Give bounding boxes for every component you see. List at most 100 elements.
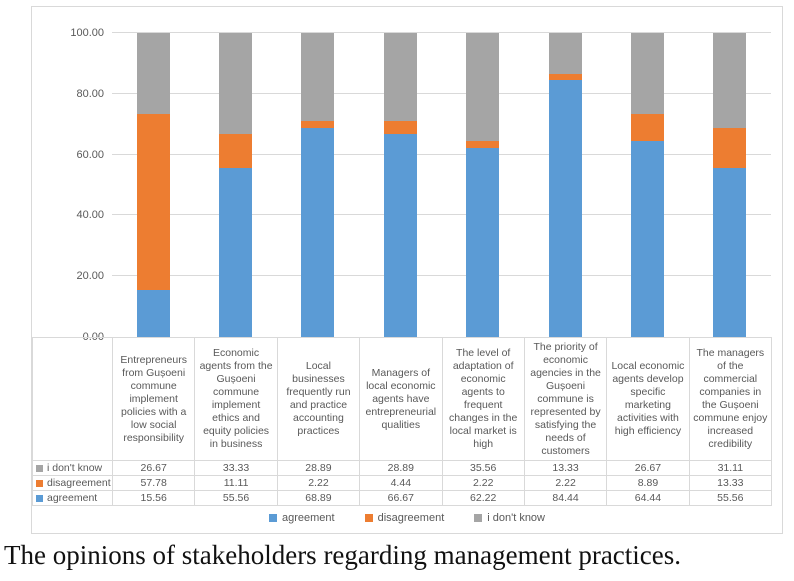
legend-item: agreement <box>269 512 335 524</box>
stacked-bar <box>383 33 417 337</box>
legend-label: agreement <box>282 512 335 524</box>
bar-column <box>277 33 359 337</box>
value-cell: 84.44 <box>523 490 608 506</box>
value-cell: 28.89 <box>276 460 361 476</box>
bar-segment-i-don-t-know <box>466 33 500 142</box>
legend-swatch <box>269 514 277 522</box>
bar-segment-i-don-t-know <box>548 33 582 74</box>
bar-segment-disagreement <box>383 120 417 135</box>
value-cell: 13.33 <box>688 475 773 491</box>
bar-segment-i-don-t-know <box>219 33 253 135</box>
value-cell: 2.22 <box>276 475 361 491</box>
value-cell: 57.78 <box>111 475 196 491</box>
value-cell: 13.33 <box>523 460 608 476</box>
value-cell: 62.22 <box>441 490 525 506</box>
category-header-cell: Economic agents from the Gușoeni commune… <box>194 337 278 461</box>
figure-caption: The opinions of stakeholders regarding m… <box>4 540 682 570</box>
bar-column <box>442 33 524 337</box>
bar-segment-i-don-t-know <box>383 33 417 121</box>
row-label: agreement <box>32 490 113 506</box>
y-axis: 100.00 80.00 60.00 40.00 20.00 0.00 <box>32 27 104 343</box>
legend: agreement disagreement i don't know <box>32 512 782 524</box>
row-key-swatch <box>36 479 43 487</box>
legend-label: i don't know <box>487 512 545 524</box>
stacked-bar <box>136 33 170 337</box>
bar-column <box>194 33 276 337</box>
bar-segment-agreement <box>136 289 170 337</box>
bar-segment-disagreement <box>713 127 747 169</box>
bar-segment-disagreement <box>219 134 253 169</box>
row-label: disagreement <box>32 475 113 491</box>
bar-segment-i-don-t-know <box>136 33 170 115</box>
chart-data-table: Entrepreneurs from Gușoeni commune imple… <box>32 337 773 506</box>
bar-segment-agreement <box>219 168 253 337</box>
gridline <box>112 32 771 33</box>
stacked-bar <box>219 33 253 337</box>
bar-segment-agreement <box>383 134 417 337</box>
bar-column <box>606 33 688 337</box>
value-cell: 26.67 <box>111 460 196 476</box>
row-key-swatch <box>36 494 43 502</box>
bar-column <box>359 33 441 337</box>
value-cell: 68.89 <box>276 490 361 506</box>
category-header-row: Entrepreneurs from Gușoeni commune imple… <box>32 337 773 461</box>
bar-segment-i-don-t-know <box>301 33 335 121</box>
bar-column <box>524 33 606 337</box>
value-cell: 11.11 <box>194 475 278 491</box>
gridline <box>112 153 771 155</box>
chart-panel: 100.00 80.00 60.00 40.00 20.00 0.00 Entrepren… <box>31 6 783 534</box>
value-cell: 8.89 <box>606 475 690 491</box>
category-header-cell: The level of adaptation of economic agen… <box>441 337 525 461</box>
legend-item: i don't know <box>474 512 545 524</box>
gridline <box>112 275 771 277</box>
category-header-cell: The priority of economic agencies in the… <box>523 337 608 461</box>
bar-segment-agreement <box>548 80 582 337</box>
bar-columns <box>112 33 771 337</box>
value-cell: 33.33 <box>194 460 278 476</box>
row-key-swatch <box>36 464 43 472</box>
stacked-bar <box>630 33 664 337</box>
gridline <box>112 214 771 216</box>
value-cell: 66.67 <box>359 490 443 506</box>
bar-segment-disagreement <box>466 141 500 148</box>
table-row: agreement 15.56 55.56 68.89 66.67 62.22 84.44 6… <box>32 490 773 506</box>
table-row: disagreement 57.78 11.11 2.22 4.44 2.22 2.22 8.… <box>32 475 773 491</box>
value-cell: 35.56 <box>441 460 525 476</box>
value-cell: 55.56 <box>688 490 773 506</box>
bar-segment-disagreement <box>136 114 170 290</box>
bar-column <box>112 33 194 337</box>
category-header-cell: Local businesses frequently run and prac… <box>276 337 361 461</box>
bar-segment-agreement <box>301 127 335 337</box>
y-axis-tick-label: 80.00 <box>76 87 104 100</box>
legend-swatch <box>364 514 373 522</box>
category-header-cell: The managers of the commercial companies… <box>688 337 773 461</box>
value-cell: 15.56 <box>111 490 196 506</box>
value-cell: 4.44 <box>359 475 443 491</box>
legend-label: disagreement <box>377 512 445 524</box>
y-axis-tick-label: 40.00 <box>76 209 104 222</box>
legend-swatch <box>474 514 483 522</box>
category-header-cell: Entrepreneurs from Gușoeni commune imple… <box>111 337 196 461</box>
y-axis-tick-label: 20.00 <box>76 270 104 283</box>
bar-segment-agreement <box>713 168 747 337</box>
bar-column <box>689 33 771 337</box>
bar-segment-i-don-t-know <box>630 33 664 115</box>
bar-segment-agreement <box>466 147 500 337</box>
gridline <box>112 92 771 94</box>
bar-segment-disagreement <box>548 73 582 81</box>
bar-segment-agreement <box>630 141 664 337</box>
value-cell: 26.67 <box>606 460 690 476</box>
legend-item: disagreement <box>364 512 445 524</box>
value-cell: 64.44 <box>606 490 690 506</box>
category-header-cell: Managers of local economic agents have e… <box>359 337 443 461</box>
y-axis-tick-label: 100.00 <box>70 27 104 39</box>
value-cell: 55.56 <box>194 490 278 506</box>
stacked-bar <box>466 33 500 337</box>
stacked-bar <box>713 33 747 337</box>
plot-area <box>112 32 771 337</box>
value-cell: 31.11 <box>688 460 773 476</box>
value-cell: 28.89 <box>359 460 443 476</box>
stacked-bar <box>301 33 335 337</box>
table-row: i don't know 26.67 33.33 28.89 28.89 35.56 13.… <box>32 460 773 476</box>
bar-segment-i-don-t-know <box>713 33 747 128</box>
